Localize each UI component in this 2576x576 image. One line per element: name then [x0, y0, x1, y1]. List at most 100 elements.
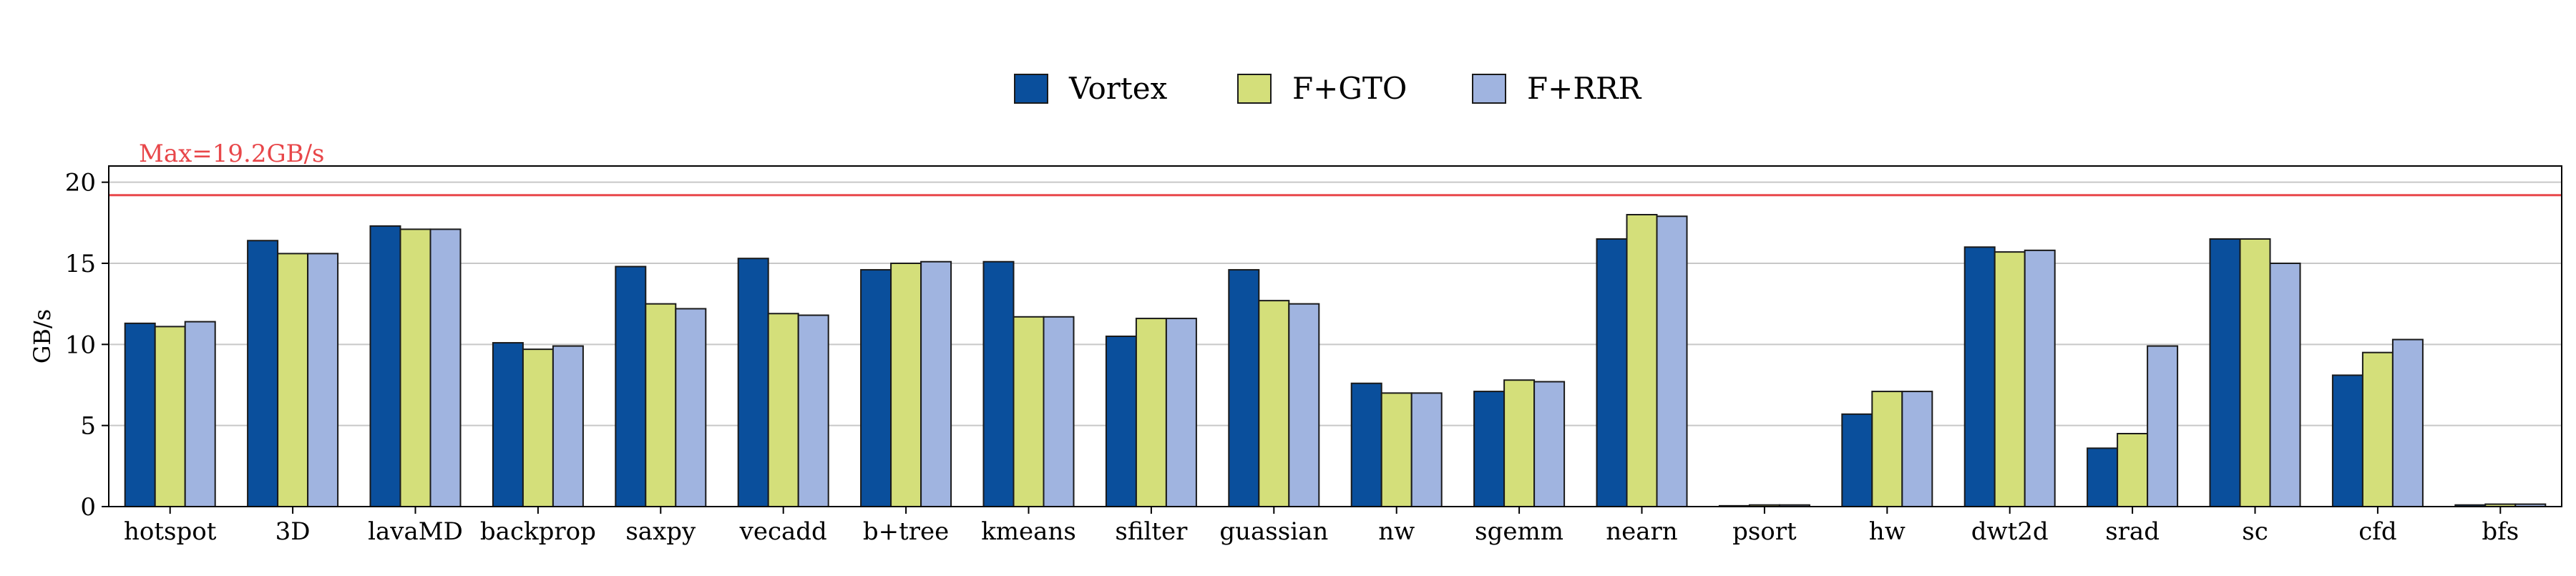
- bar-vortex: [1105, 336, 1137, 507]
- bar-f-gto: [1380, 392, 1413, 507]
- bar-vortex: [369, 225, 401, 507]
- bar-f-gto: [399, 228, 431, 507]
- bar-vortex: [1841, 413, 1873, 507]
- bar-f-gto: [277, 253, 309, 507]
- bar-f-gto: [2117, 433, 2149, 507]
- bar-f-gto: [767, 313, 799, 507]
- bar-vortex: [2209, 238, 2241, 507]
- bar-f-rrr: [429, 228, 462, 507]
- bar-f-gto: [1258, 300, 1290, 507]
- x-tick-label: vecadd: [739, 517, 827, 546]
- bar-f-rrr: [2147, 345, 2179, 507]
- bar-group: [2331, 338, 2424, 508]
- bar-f-rrr: [1901, 391, 1933, 507]
- y-axis-label: GB/s: [29, 309, 56, 363]
- bar-vortex: [982, 260, 1015, 507]
- bar-vortex: [247, 240, 279, 507]
- bar-vortex: [860, 269, 892, 507]
- bar-f-rrr: [1656, 215, 1688, 507]
- x-tick-label: kmeans: [981, 517, 1076, 546]
- x-tick-label: nearn: [1606, 517, 1677, 546]
- bar-f-gto: [522, 348, 554, 507]
- bar-group: [1963, 246, 2056, 507]
- bar-f-gto: [890, 263, 922, 507]
- bar-group: [1105, 318, 1197, 507]
- x-tick-label: cfd: [2358, 517, 2396, 546]
- bar-f-rrr: [2391, 338, 2424, 507]
- bar-f-gto: [1135, 318, 1167, 507]
- bar-f-gto: [1994, 251, 2026, 507]
- bar-group: [369, 225, 462, 507]
- bar-group: [492, 342, 584, 508]
- bar-f-gto: [1503, 379, 1536, 508]
- bar-group: [2087, 345, 2179, 508]
- bar-vortex: [1963, 246, 1996, 507]
- bar-f-rrr: [797, 314, 829, 507]
- grid-lines: [109, 181, 2562, 426]
- bar-group: [1350, 382, 1443, 507]
- bar-f-rrr: [307, 253, 339, 507]
- bar-group: [1596, 214, 1688, 507]
- y-tick-label: 10: [65, 331, 96, 359]
- bar-vortex: [1350, 382, 1382, 507]
- bar-vortex: [1473, 391, 1506, 507]
- bar-group: [2209, 238, 2301, 507]
- bar-f-gto: [154, 326, 186, 507]
- x-tick-label: nw: [1378, 517, 1415, 546]
- bar-f-rrr: [2024, 249, 2056, 507]
- x-tick-label: saxpy: [625, 517, 696, 546]
- bar-group: [982, 260, 1075, 507]
- bar-f-rrr: [1165, 318, 1197, 507]
- x-tick-label: srad: [2105, 517, 2160, 546]
- x-tick-label: 3D: [275, 517, 311, 546]
- y-axis: 0 5 10 15 20: [65, 169, 109, 522]
- bar-vortex: [124, 322, 156, 507]
- bar-vortex: [737, 258, 769, 507]
- bar-vortex: [2331, 374, 2363, 508]
- bar-vortex: [615, 265, 647, 507]
- bar-f-gto: [1013, 316, 1045, 507]
- x-axis: hotspot 3D lavaMD backprop saxpy vecadd b+tree…: [124, 507, 2519, 546]
- bar-f-rrr: [2269, 263, 2301, 507]
- x-tick-label: dwt2d: [1971, 517, 2049, 546]
- x-tick-label: hw: [1869, 517, 1906, 546]
- bar-f-rrr: [1410, 392, 1443, 507]
- plot-frame: [108, 165, 2562, 507]
- legend-label: F+GTO: [1292, 71, 1407, 106]
- x-tick-label: sgemm: [1475, 517, 1563, 546]
- bar-f-rrr: [552, 345, 584, 507]
- bar-f-gto: [1871, 391, 1903, 507]
- bar-group: [247, 240, 339, 507]
- legend: Vortex F+GTO F+RRR: [1014, 71, 1642, 106]
- x-tick-label: sc: [2242, 517, 2268, 546]
- bar-f-gto: [1626, 214, 1658, 507]
- legend-label: Vortex: [1068, 71, 1168, 106]
- bar-f-rrr: [1533, 381, 1566, 508]
- bar-f-rrr: [1043, 316, 1075, 507]
- reference-line-group: Max=19.2GB/s: [109, 140, 2562, 197]
- bar-group: [615, 265, 707, 507]
- bar-f-gto: [645, 303, 677, 507]
- legend-swatch: [1237, 74, 1272, 104]
- bar-f-rrr: [1288, 303, 1320, 507]
- bar-group: [860, 260, 952, 507]
- y-tick-label: 15: [65, 250, 96, 278]
- bar-group: [1841, 391, 1933, 507]
- bar-group: [124, 321, 216, 507]
- bar-vortex: [2087, 447, 2119, 508]
- x-tick-label: guassian: [1219, 517, 1328, 546]
- legend-label: F+RRR: [1527, 71, 1642, 106]
- x-tick-label: bfs: [2482, 517, 2519, 546]
- x-tick-label: psort: [1732, 517, 1797, 546]
- bar-f-gto: [2239, 238, 2271, 507]
- bar-f-gto: [2361, 351, 2394, 507]
- bar-vortex: [492, 342, 524, 508]
- y-tick-label: 20: [65, 169, 96, 197]
- x-tick-label: lavaMD: [368, 517, 463, 546]
- bar-group: [1228, 269, 1320, 507]
- bars: [124, 214, 2547, 508]
- y-tick-label: 0: [80, 493, 96, 522]
- x-tick-label: hotspot: [124, 517, 217, 546]
- bar-group: [737, 258, 829, 507]
